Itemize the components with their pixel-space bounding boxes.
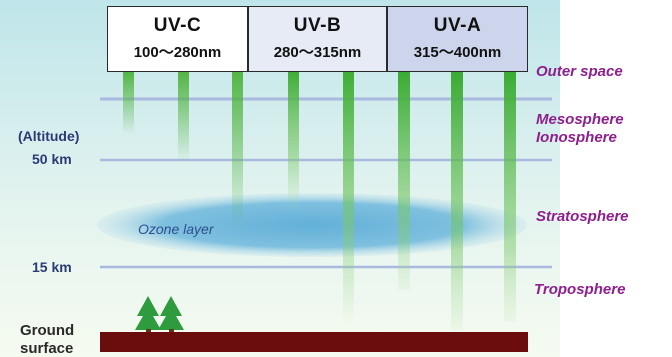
ozone-layer-label: Ozone layer bbox=[138, 221, 214, 237]
uva-name: UV-A bbox=[433, 15, 482, 36]
uva-beam-2 bbox=[451, 72, 463, 330]
uvc-beam-2 bbox=[178, 72, 189, 162]
uvb-beam-2 bbox=[343, 72, 354, 327]
mesosphere-label: Mesosphere bbox=[536, 111, 624, 128]
uvc-name: UV-C bbox=[153, 15, 202, 36]
ground-label-line1: Ground bbox=[20, 322, 75, 339]
uvb-beam-1 bbox=[288, 72, 299, 212]
ionosphere-label: Ionosphere bbox=[536, 129, 617, 146]
stratosphere-label: Stratosphere bbox=[536, 208, 629, 225]
uvb-range: 280～315nm bbox=[273, 44, 362, 61]
uvc-beam-1 bbox=[123, 72, 134, 134]
ozone-layer bbox=[97, 193, 527, 257]
uvb-name: UV-B bbox=[293, 15, 342, 36]
uva-beam-1 bbox=[398, 72, 410, 290]
uva-header: UV-A 315～400nm bbox=[387, 6, 528, 72]
outer-space-label: Outer space bbox=[536, 63, 623, 80]
ground-surface-label: Ground surface bbox=[20, 322, 74, 357]
uvc-range: 100～280nm bbox=[133, 44, 222, 61]
tree-icon bbox=[135, 296, 161, 333]
troposphere-label: Troposphere bbox=[534, 281, 626, 298]
ground-label-line2: surface bbox=[20, 340, 74, 357]
altitude-header: (Altitude) bbox=[18, 128, 80, 144]
tree-icon bbox=[158, 296, 184, 333]
uva-beam-3 bbox=[504, 72, 516, 322]
uva-range: 315～400nm bbox=[413, 44, 502, 61]
ground-bar bbox=[100, 332, 528, 352]
altitude-50km-label: 50 km bbox=[32, 151, 72, 167]
uvb-header: UV-B 280～315nm bbox=[248, 6, 387, 72]
uvc-beam-3 bbox=[232, 72, 243, 227]
altitude-15km-label: 15 km bbox=[32, 259, 72, 275]
uvc-header: UV-C 100～280nm bbox=[107, 6, 248, 72]
